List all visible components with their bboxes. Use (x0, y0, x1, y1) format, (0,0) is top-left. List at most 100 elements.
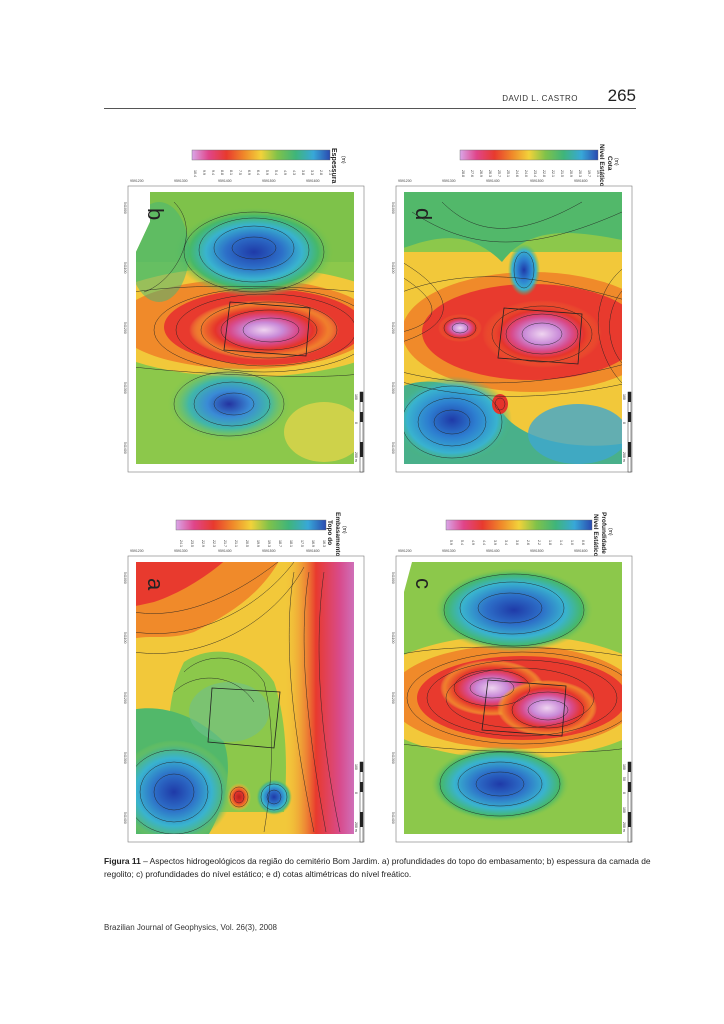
axis-tick: 9591300 (442, 549, 456, 553)
axis-tick: 9591300 (442, 179, 456, 183)
axis-tick: 9591400 (486, 179, 500, 183)
axis-tick: 541400 (391, 442, 395, 454)
legend-tick: 16.9 (311, 540, 315, 547)
legend-tick: 2.3 (328, 170, 332, 175)
axis-tick: 541300 (391, 752, 395, 764)
legend-tick: 5.4 (274, 170, 278, 175)
legend-tick: 27.6 (470, 170, 474, 177)
axis-tick: 9591400 (486, 549, 500, 553)
legend-tick: 9.4 (211, 170, 215, 175)
axis-tick: 541000 (391, 202, 395, 214)
legend-tick: 3.0 (515, 540, 519, 545)
panel-d: 28.8 27.6 26.9 26.3 25.7 25.1 24.6 24.0 … (382, 142, 640, 482)
figure-caption: Figura 11 – Aspectos hidrogeológicos da … (104, 855, 664, 881)
axis-tick: 541000 (123, 202, 127, 214)
scale-bar: 100 50 0 100 200 m (622, 761, 632, 843)
legend-tick: 4.4 (482, 540, 486, 545)
axis-tick: 9591300 (174, 179, 188, 183)
legend-unit: (m) (340, 156, 346, 164)
legend-title-2: Cota (606, 156, 613, 171)
axis-tick: 541200 (123, 692, 127, 704)
axis-tick: 541200 (391, 692, 395, 704)
legend-tick: 22.8 (542, 170, 546, 177)
axis-tick: 9591600 (574, 179, 588, 183)
axis-tick: 9591500 (262, 549, 276, 553)
legend-tick: 19.7 (587, 170, 591, 177)
legend-tick: 22.9 (201, 540, 205, 547)
legend-title-2: Profundidade (600, 512, 607, 554)
legend-tick: 8.8 (220, 170, 224, 175)
scale-bar: 100 0 200 m (354, 391, 364, 473)
legend-tick: 3.8 (301, 170, 305, 175)
legend-tick: 3.4 (504, 540, 508, 545)
map-b (136, 192, 354, 464)
legend-unit: (m) (341, 526, 347, 534)
axis-tick: 541400 (123, 442, 127, 454)
scale-bar: 100 0 200 m (622, 391, 632, 473)
legend-tick: 6.4 (256, 170, 260, 175)
legend-unit: (m) (613, 158, 619, 166)
legend-tick: 21.7 (223, 540, 227, 547)
axis-tick: 9591600 (574, 549, 588, 553)
axis-tick: 9591200 (130, 549, 144, 553)
legend-tick: 2.6 (526, 540, 530, 545)
svg-text:50: 50 (622, 777, 626, 781)
caption-label: Figura 11 (104, 856, 141, 866)
legend-tick: 19.3 (267, 540, 271, 547)
panel-b: 10.4 9.9 9.4 8.8 8.1 7.5 6.9 6.4 5.9 5.4… (114, 142, 372, 482)
axis-tick: 9591600 (306, 549, 320, 553)
axis-tick: 9591500 (530, 179, 544, 183)
legend-tick: 26.3 (488, 170, 492, 177)
axis-tick: 9591200 (398, 179, 412, 183)
axis-tick: 541300 (391, 382, 395, 394)
legend-title: Topo do (326, 520, 333, 545)
legend-tick: 21.1 (234, 540, 238, 547)
legend-tick: 24.1 (179, 540, 183, 547)
axis-tick: 9591600 (306, 179, 320, 183)
legend-tick: 5.4 (460, 540, 464, 545)
axis-tick: 9591400 (218, 549, 232, 553)
legend-tick: 6.9 (247, 170, 251, 175)
legend-unit: (m) (607, 528, 613, 536)
journal-footer: Brazilian Journal of Geophysics, Vol. 26… (104, 923, 277, 932)
legend-tick: 28.8 (461, 170, 465, 177)
axis-tick: 541100 (123, 262, 127, 273)
panel-a: 24.1 23.5 22.9 22.3 21.7 21.1 20.5 19.9 … (114, 512, 372, 852)
legend-tick: 3.3 (310, 170, 314, 175)
map-c (404, 562, 622, 834)
legend-title-2: Embasamento (334, 512, 341, 556)
axis-tick: 541100 (123, 632, 127, 643)
caption-text: – Aspectos hidrogeológicos da região do … (104, 856, 651, 879)
axis-tick: 541000 (391, 572, 395, 584)
svg-text:200 m: 200 m (622, 452, 626, 462)
axis-tick: 541100 (391, 262, 395, 273)
svg-text:0: 0 (622, 422, 626, 424)
legend-tick: 19.1 (596, 170, 600, 177)
panel-c: 5.9 5.4 4.9 4.4 3.9 3.4 3.0 2.6 2.2 1.8 … (382, 512, 640, 852)
axis-tick: 541300 (123, 752, 127, 764)
svg-text:200 m: 200 m (354, 452, 358, 462)
legend-tick: 0.6 (581, 540, 585, 545)
axis-tick: 9591500 (262, 179, 276, 183)
axis-tick: 9591300 (174, 549, 188, 553)
legend-tick: 2.8 (319, 170, 323, 175)
legend-tick: 7.5 (238, 170, 242, 175)
axis-tick: 9591200 (398, 549, 412, 553)
legend-tick: 26.9 (479, 170, 483, 177)
axis-tick: 9591200 (130, 179, 144, 183)
legend-tick: 18.7 (278, 540, 282, 547)
legend-tick: 3.9 (493, 540, 497, 545)
svg-text:0: 0 (622, 792, 626, 794)
legend-tick: 24.0 (524, 170, 528, 177)
legend-tick: 23.4 (533, 170, 537, 177)
legend-tick: 19.9 (256, 540, 260, 547)
legend-tick: 5.9 (449, 540, 453, 545)
map-a (136, 562, 354, 834)
svg-text:100: 100 (622, 764, 626, 770)
axis-tick: 541400 (123, 812, 127, 824)
svg-text:0: 0 (354, 422, 358, 424)
axis-tick: 541200 (123, 322, 127, 334)
legend-tick: 5.9 (265, 170, 269, 175)
legend-tick: 16.3 (322, 540, 326, 547)
legend-tick: 25.7 (497, 170, 501, 177)
